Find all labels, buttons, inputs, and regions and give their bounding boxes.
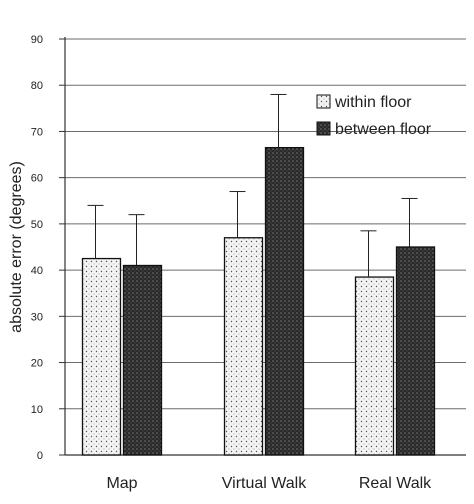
y-tick-label: 50 [31, 219, 43, 231]
y-tick-label: 70 [31, 126, 43, 138]
legend-swatch [316, 121, 331, 136]
legend: within floor between floor [316, 94, 432, 138]
labels: 0 10 20 30 40 50 60 70 80 90 absolute error (degre… [8, 34, 432, 492]
y-tick-label: 20 [31, 358, 43, 370]
category-label: Real Walk [359, 475, 432, 492]
legend-label: within floor [334, 94, 412, 111]
y-tick-label: 40 [31, 265, 43, 277]
y-tick-label: 80 [31, 80, 43, 92]
legend-swatch [316, 94, 331, 109]
error-bars [87, 93, 418, 278]
y-tick-label: 0 [37, 450, 43, 462]
bar-between-floor [395, 246, 436, 456]
bar-between-floor [122, 264, 163, 456]
bar-within-floor [354, 276, 395, 456]
bars [81, 146, 436, 456]
y-tick-label: 30 [31, 311, 43, 323]
bar-within-floor [81, 257, 122, 456]
legend-label: between floor [335, 121, 432, 138]
bar-within-floor [223, 237, 264, 456]
y-tick-label: 10 [31, 404, 43, 416]
bar-between-floor [264, 146, 305, 456]
category-label: Map [106, 475, 137, 492]
y-tick-label: 90 [31, 34, 43, 46]
y-axis-title: absolute error (degrees) [8, 161, 25, 333]
y-tick-label: 60 [31, 173, 43, 185]
category-label: Virtual Walk [222, 475, 307, 492]
